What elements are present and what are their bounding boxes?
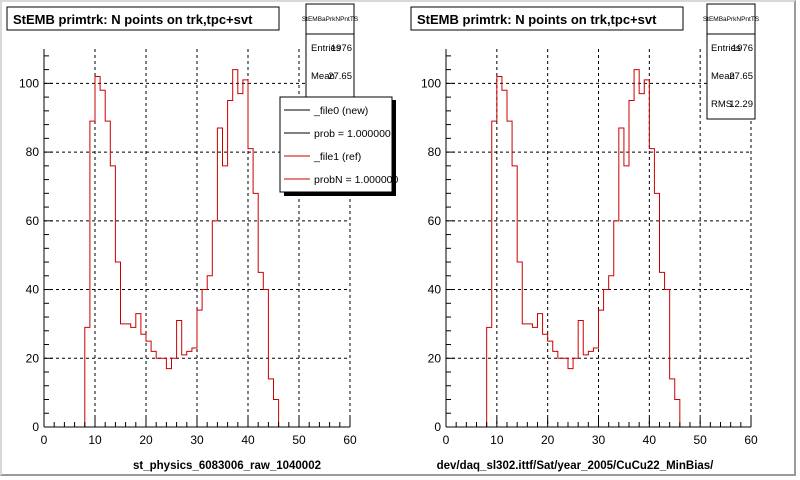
legend-label-1: prob = 1.000000	[314, 128, 391, 140]
right-x-ticklabel-40: 40	[643, 433, 657, 447]
right-y-ticklabel-0: 0	[434, 420, 441, 434]
left-x-ticklabel-40: 40	[241, 433, 255, 447]
left-stats-entries-value: 1976	[331, 43, 352, 54]
right-stats-mean-value: 27.65	[729, 71, 753, 82]
left-title: StEMB primtrk: N points on trk,tpc+svt	[13, 12, 253, 27]
right-y-ticklabel-40: 40	[428, 283, 442, 297]
right-axes: 0 10 20 30 40 50 60 0 20 40 60 80 100	[421, 49, 758, 447]
right-x-ticklabel-0: 0	[443, 433, 450, 447]
right-y-ticklabel-60: 60	[428, 214, 442, 228]
right-x-ticklabel-20: 20	[541, 433, 555, 447]
right-x-ticklabel-60: 60	[744, 433, 758, 447]
left-histogram	[44, 69, 350, 428]
left-stats-mean-label: Mean	[311, 71, 335, 82]
legend-label-2: _file1 (ref)	[313, 151, 361, 163]
left-y-ticklabel-100: 100	[19, 76, 39, 90]
left-stats-name: StEMBaPrkNPntTS	[302, 16, 359, 23]
left-y-ticklabel-80: 80	[26, 145, 40, 159]
left-x-ticklabel-0: 0	[41, 433, 48, 447]
right-y-ticklabel-100: 100	[421, 76, 441, 90]
right-stats-entries-value: 1976	[732, 43, 753, 54]
left-x-ticklabel-60: 60	[343, 433, 357, 447]
left-y-ticklabel-60: 60	[26, 214, 40, 228]
right-stats-name: StEMBaPrkNPntTS	[703, 16, 760, 23]
right-y-ticklabel-80: 80	[428, 145, 442, 159]
left-pad: StEMB primtrk: N points on trk,tpc+svt 0…	[6, 3, 399, 472]
right-stats-box: StEMBaPrkNPntTS Entries 1976 Mean 27.65 …	[703, 3, 760, 120]
right-stats-rms-value: 12.29	[729, 99, 753, 110]
right-xlabel: dev/daq_sl302.ittf/Sat/year_2005/CuCu22_…	[437, 460, 715, 472]
left-stats-mean-value: 27.65	[328, 71, 352, 82]
left-x-ticklabel-10: 10	[88, 433, 102, 447]
right-y-ticklabel-20: 20	[428, 351, 442, 365]
left-xlabel: st_physics_6083006_raw_1040002	[133, 460, 321, 472]
right-stats-mean-label: Mean	[711, 71, 735, 82]
legend-label-0: _file0 (new)	[313, 105, 368, 117]
left-y-ticklabel-40: 40	[26, 283, 40, 297]
right-stats-entries-label: Entries	[711, 43, 741, 54]
left-x-ticklabel-50: 50	[292, 433, 306, 447]
left-series-0	[44, 69, 350, 428]
right-title-box	[410, 6, 684, 31]
right-series-0	[446, 69, 751, 428]
left-y-ticklabel-20: 20	[26, 351, 40, 365]
left-x-ticklabel-20: 20	[139, 433, 153, 447]
left-y-ticklabel-0: 0	[32, 420, 39, 434]
left-x-ticklabel-30: 30	[190, 433, 204, 447]
right-histogram	[446, 69, 751, 428]
left-stats-entries-label: Entries	[311, 43, 341, 54]
left-legend: _file0 (new) prob = 1.000000 _file1 (ref) p…	[279, 96, 399, 196]
left-axes: 0 10 20 30 40 50 60 0 20 40 60 80 100	[19, 49, 357, 447]
left-title-box	[6, 6, 280, 31]
legend-label-3: probN = 1.000000	[314, 174, 399, 186]
right-x-ticklabel-10: 10	[490, 433, 504, 447]
right-x-ticklabel-30: 30	[592, 433, 606, 447]
right-x-ticklabel-50: 50	[693, 433, 707, 447]
right-pad: StEMB primtrk: N points on trk,tpc+svt 0…	[410, 3, 760, 472]
right-stats-rms-label: RMS	[711, 99, 732, 110]
right-title: StEMB primtrk: N points on trk,tpc+svt	[417, 12, 657, 27]
